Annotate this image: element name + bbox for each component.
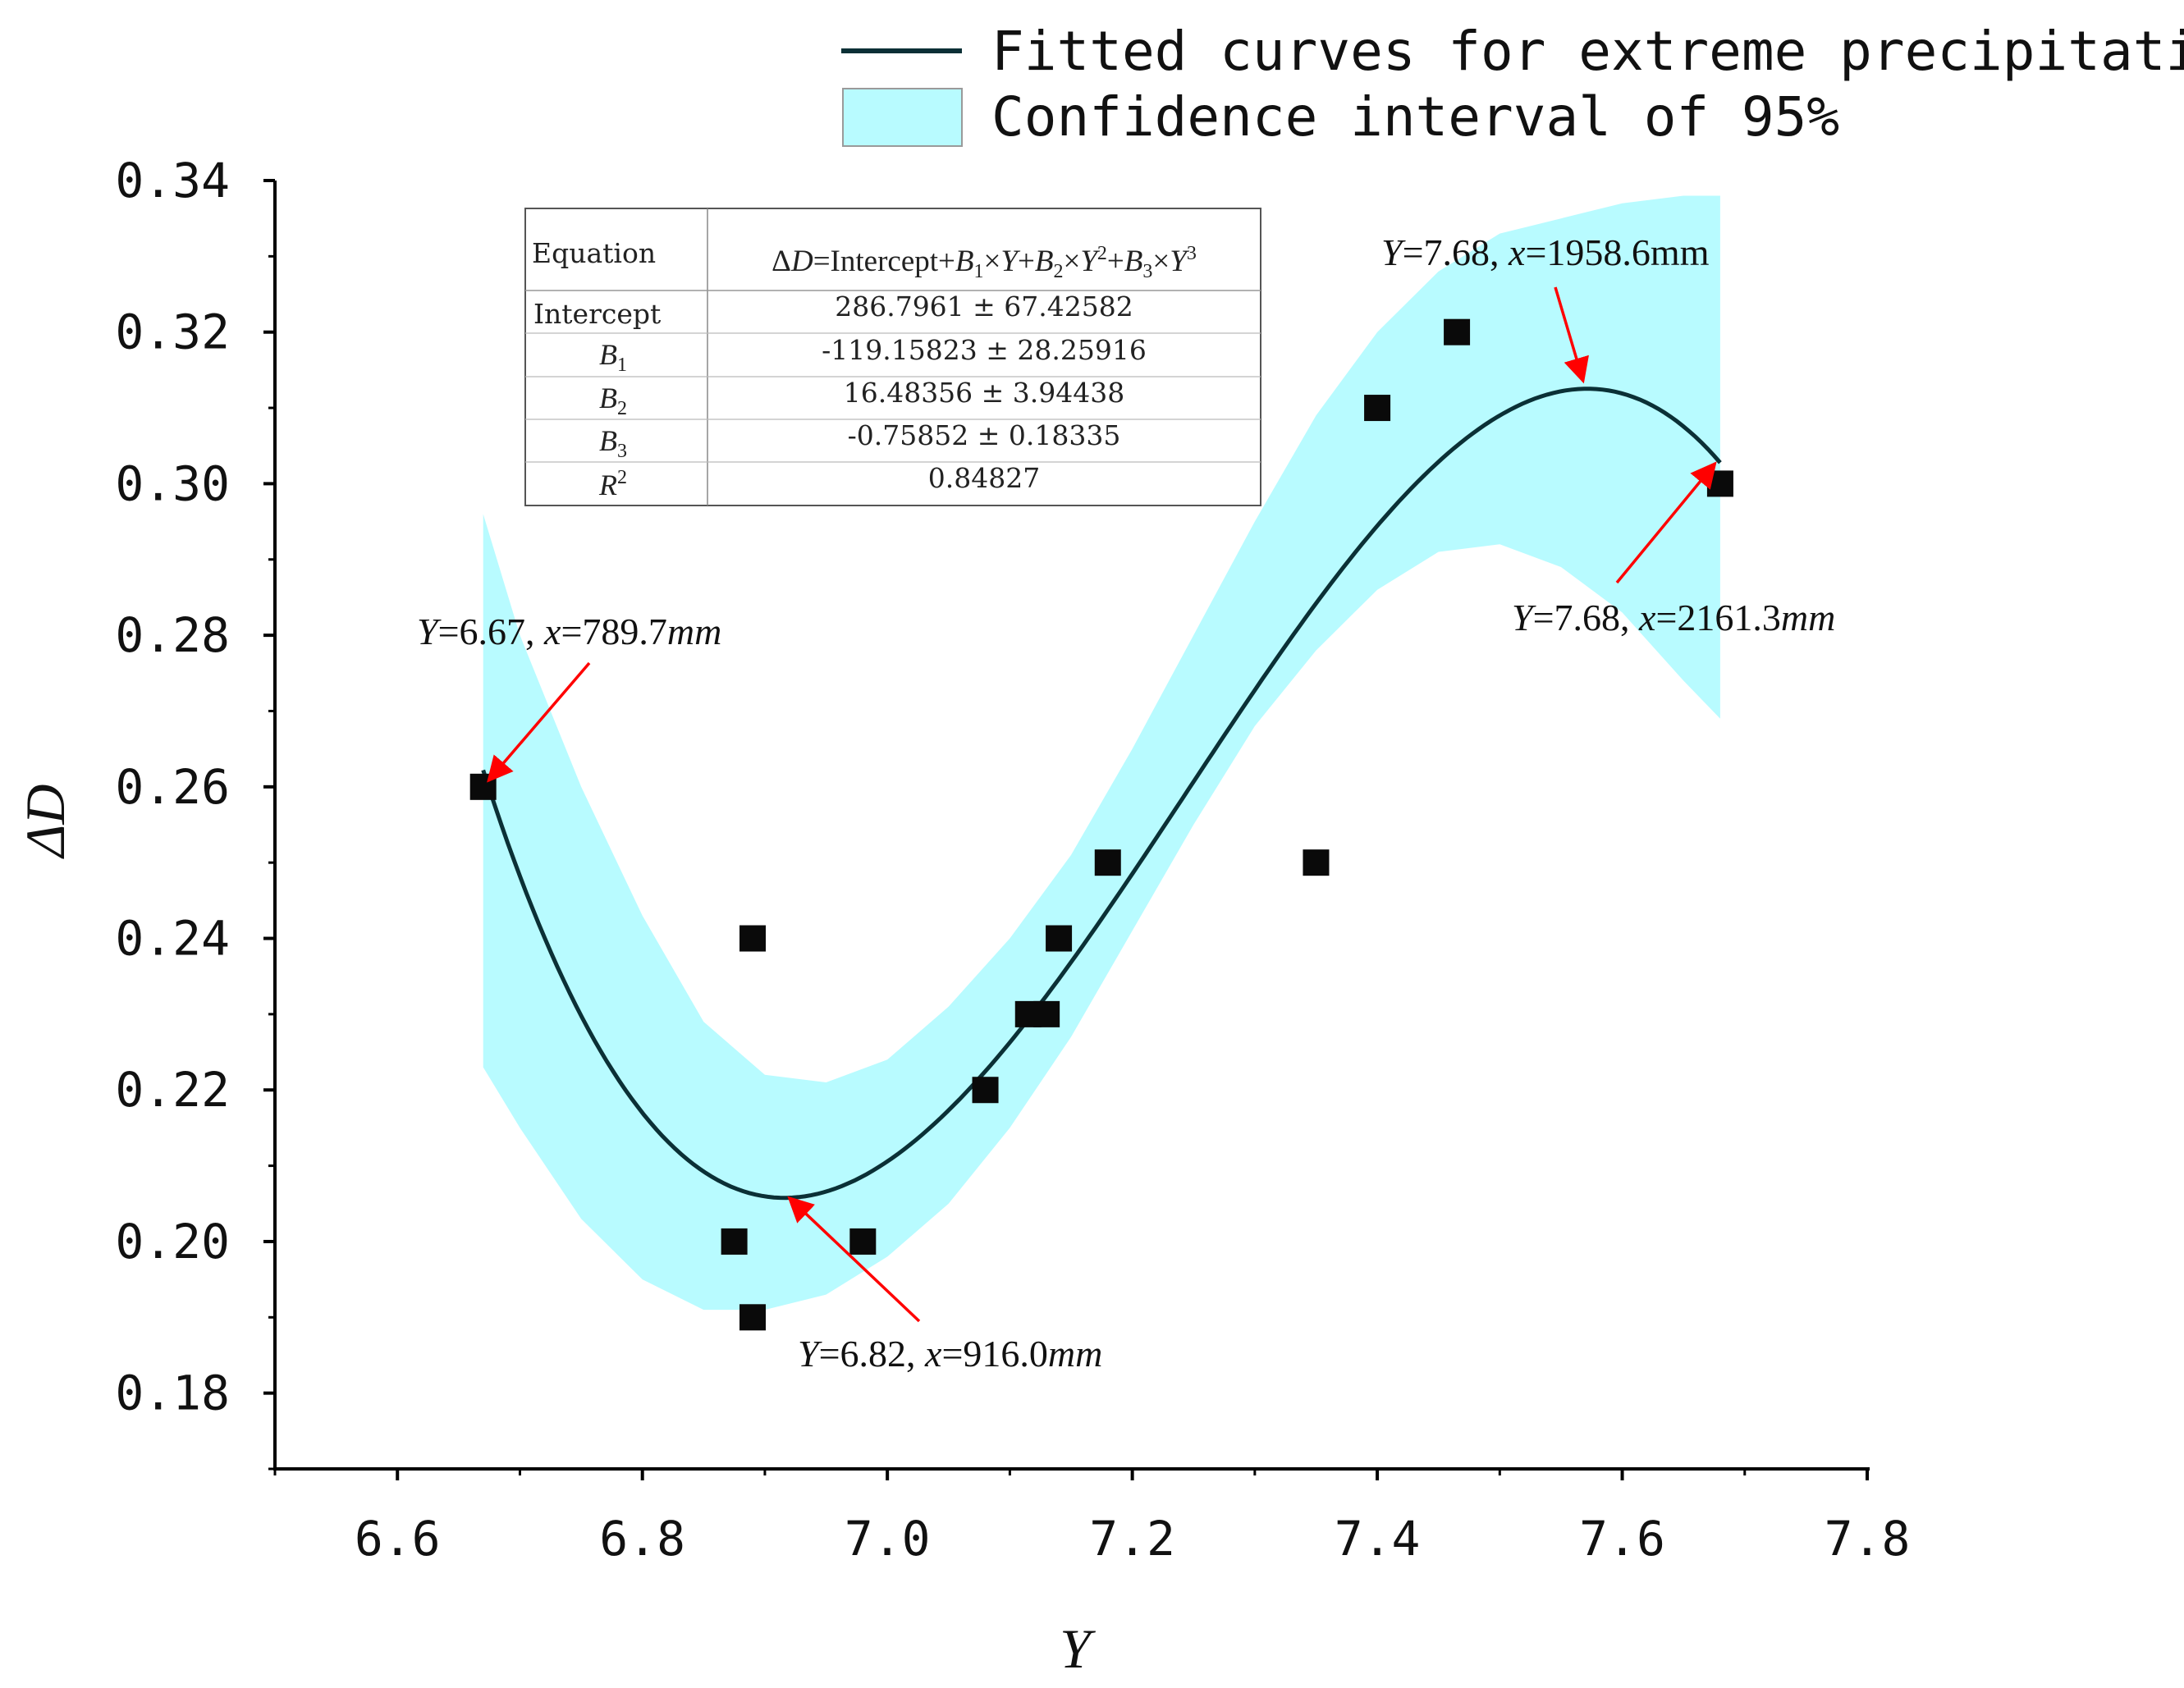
data-point bbox=[1303, 849, 1330, 876]
y-tick-label: 0.24 bbox=[115, 911, 230, 967]
y-tick-label: 0.26 bbox=[115, 759, 230, 815]
table-row-name-r2: R2 bbox=[598, 467, 627, 501]
x-tick-label: 6.8 bbox=[599, 1511, 685, 1567]
y-tick-label: 0.30 bbox=[115, 455, 230, 511]
data-point bbox=[1046, 925, 1073, 952]
y-tick-label: 0.22 bbox=[115, 1062, 230, 1118]
y-tick-label: 0.32 bbox=[115, 304, 230, 360]
annotation-label-a2: Y=6.82, x=916.0mm bbox=[798, 1333, 1102, 1375]
axes bbox=[273, 181, 1870, 1471]
fit-curve-layer bbox=[481, 387, 1722, 1201]
table-row-value: 286.7961 ± 67.42582 bbox=[835, 290, 1133, 323]
data-point bbox=[739, 925, 766, 952]
annotation-label-a3: Y=7.68, x=1958.6mm bbox=[1381, 231, 1710, 273]
legend: Fitted curves for extreme precipitation … bbox=[841, 20, 2184, 149]
x-tick-label: 7.8 bbox=[1825, 1511, 1911, 1567]
table-row-value: 0.84827 bbox=[928, 462, 1040, 494]
annotation-arrow bbox=[787, 1196, 921, 1323]
x-tick-label: 6.6 bbox=[355, 1511, 441, 1567]
x-axis-title: Y bbox=[1060, 1617, 1096, 1680]
x-tick-label: 7.6 bbox=[1579, 1511, 1665, 1567]
annotation-label-a4: Y=7.68, x=2161.3mm bbox=[1512, 597, 1835, 638]
table-row-name-b2: B2 bbox=[599, 382, 627, 419]
x-tick-label: 7.0 bbox=[845, 1511, 931, 1567]
data-point bbox=[1094, 849, 1121, 876]
annotations: Y=6.67, x=789.7mm Y=6.82, x=916.0mm Y=7.… bbox=[417, 231, 1835, 1375]
y-tick-label: 0.18 bbox=[115, 1365, 230, 1421]
legend-fit-label: Fitted curves for extreme precipitation bbox=[991, 20, 2184, 83]
legend-ci-label: Confidence interval of 95% bbox=[991, 85, 1839, 149]
table-equation-label: Equation bbox=[532, 237, 656, 269]
y-axis-title: ΔD bbox=[14, 784, 76, 859]
y-tick-label: 0.34 bbox=[115, 153, 230, 208]
fit-curve bbox=[481, 387, 1722, 1201]
equation-table: Equation ΔD=Intercept+B1×Y+B2×Y2+B3×Y3 I… bbox=[524, 208, 1261, 506]
table-row-value: -119.15823 ± 28.25916 bbox=[822, 334, 1147, 366]
ci-band bbox=[483, 195, 1720, 1311]
annotation-label-a1: Y=6.67, x=789.7mm bbox=[417, 611, 721, 652]
table-row-name-intercept: Intercept bbox=[533, 298, 661, 330]
data-point bbox=[1706, 470, 1733, 497]
table-equation: ΔD=Intercept+B1×Y+B2×Y2+B3×Y3 bbox=[771, 243, 1197, 282]
y-tick-label: 0.20 bbox=[115, 1214, 230, 1269]
annotation-arrow bbox=[487, 661, 591, 783]
annotation-arrow bbox=[1615, 461, 1717, 584]
annotation-arrow bbox=[1554, 286, 1589, 384]
table-border bbox=[524, 208, 1261, 506]
data-point bbox=[1364, 395, 1391, 422]
x-tick-label: 7.4 bbox=[1335, 1511, 1421, 1567]
data-point bbox=[972, 1077, 999, 1104]
ticks: 6.6 6.8 7.0 7.2 7.4 7.6 7.8 0.18 0.20 0.22 0.24 0.2… bbox=[115, 153, 1910, 1567]
table-row-value: -0.75852 ± 0.18335 bbox=[848, 419, 1121, 451]
y-tick-label: 0.28 bbox=[115, 607, 230, 663]
ci-band-layer bbox=[483, 195, 1720, 1311]
data-point bbox=[721, 1228, 748, 1255]
data-point bbox=[1444, 318, 1471, 345]
x-tick-label: 7.2 bbox=[1089, 1511, 1175, 1567]
data-point bbox=[739, 1304, 766, 1331]
table-row-name-b3: B3 bbox=[599, 424, 627, 462]
table-row-value: 16.48356 ± 3.94438 bbox=[844, 377, 1125, 409]
legend-ci-swatch bbox=[842, 88, 963, 147]
data-point bbox=[849, 1228, 877, 1255]
data-point bbox=[1033, 1000, 1060, 1027]
table-row-name-b1: B1 bbox=[599, 338, 627, 376]
